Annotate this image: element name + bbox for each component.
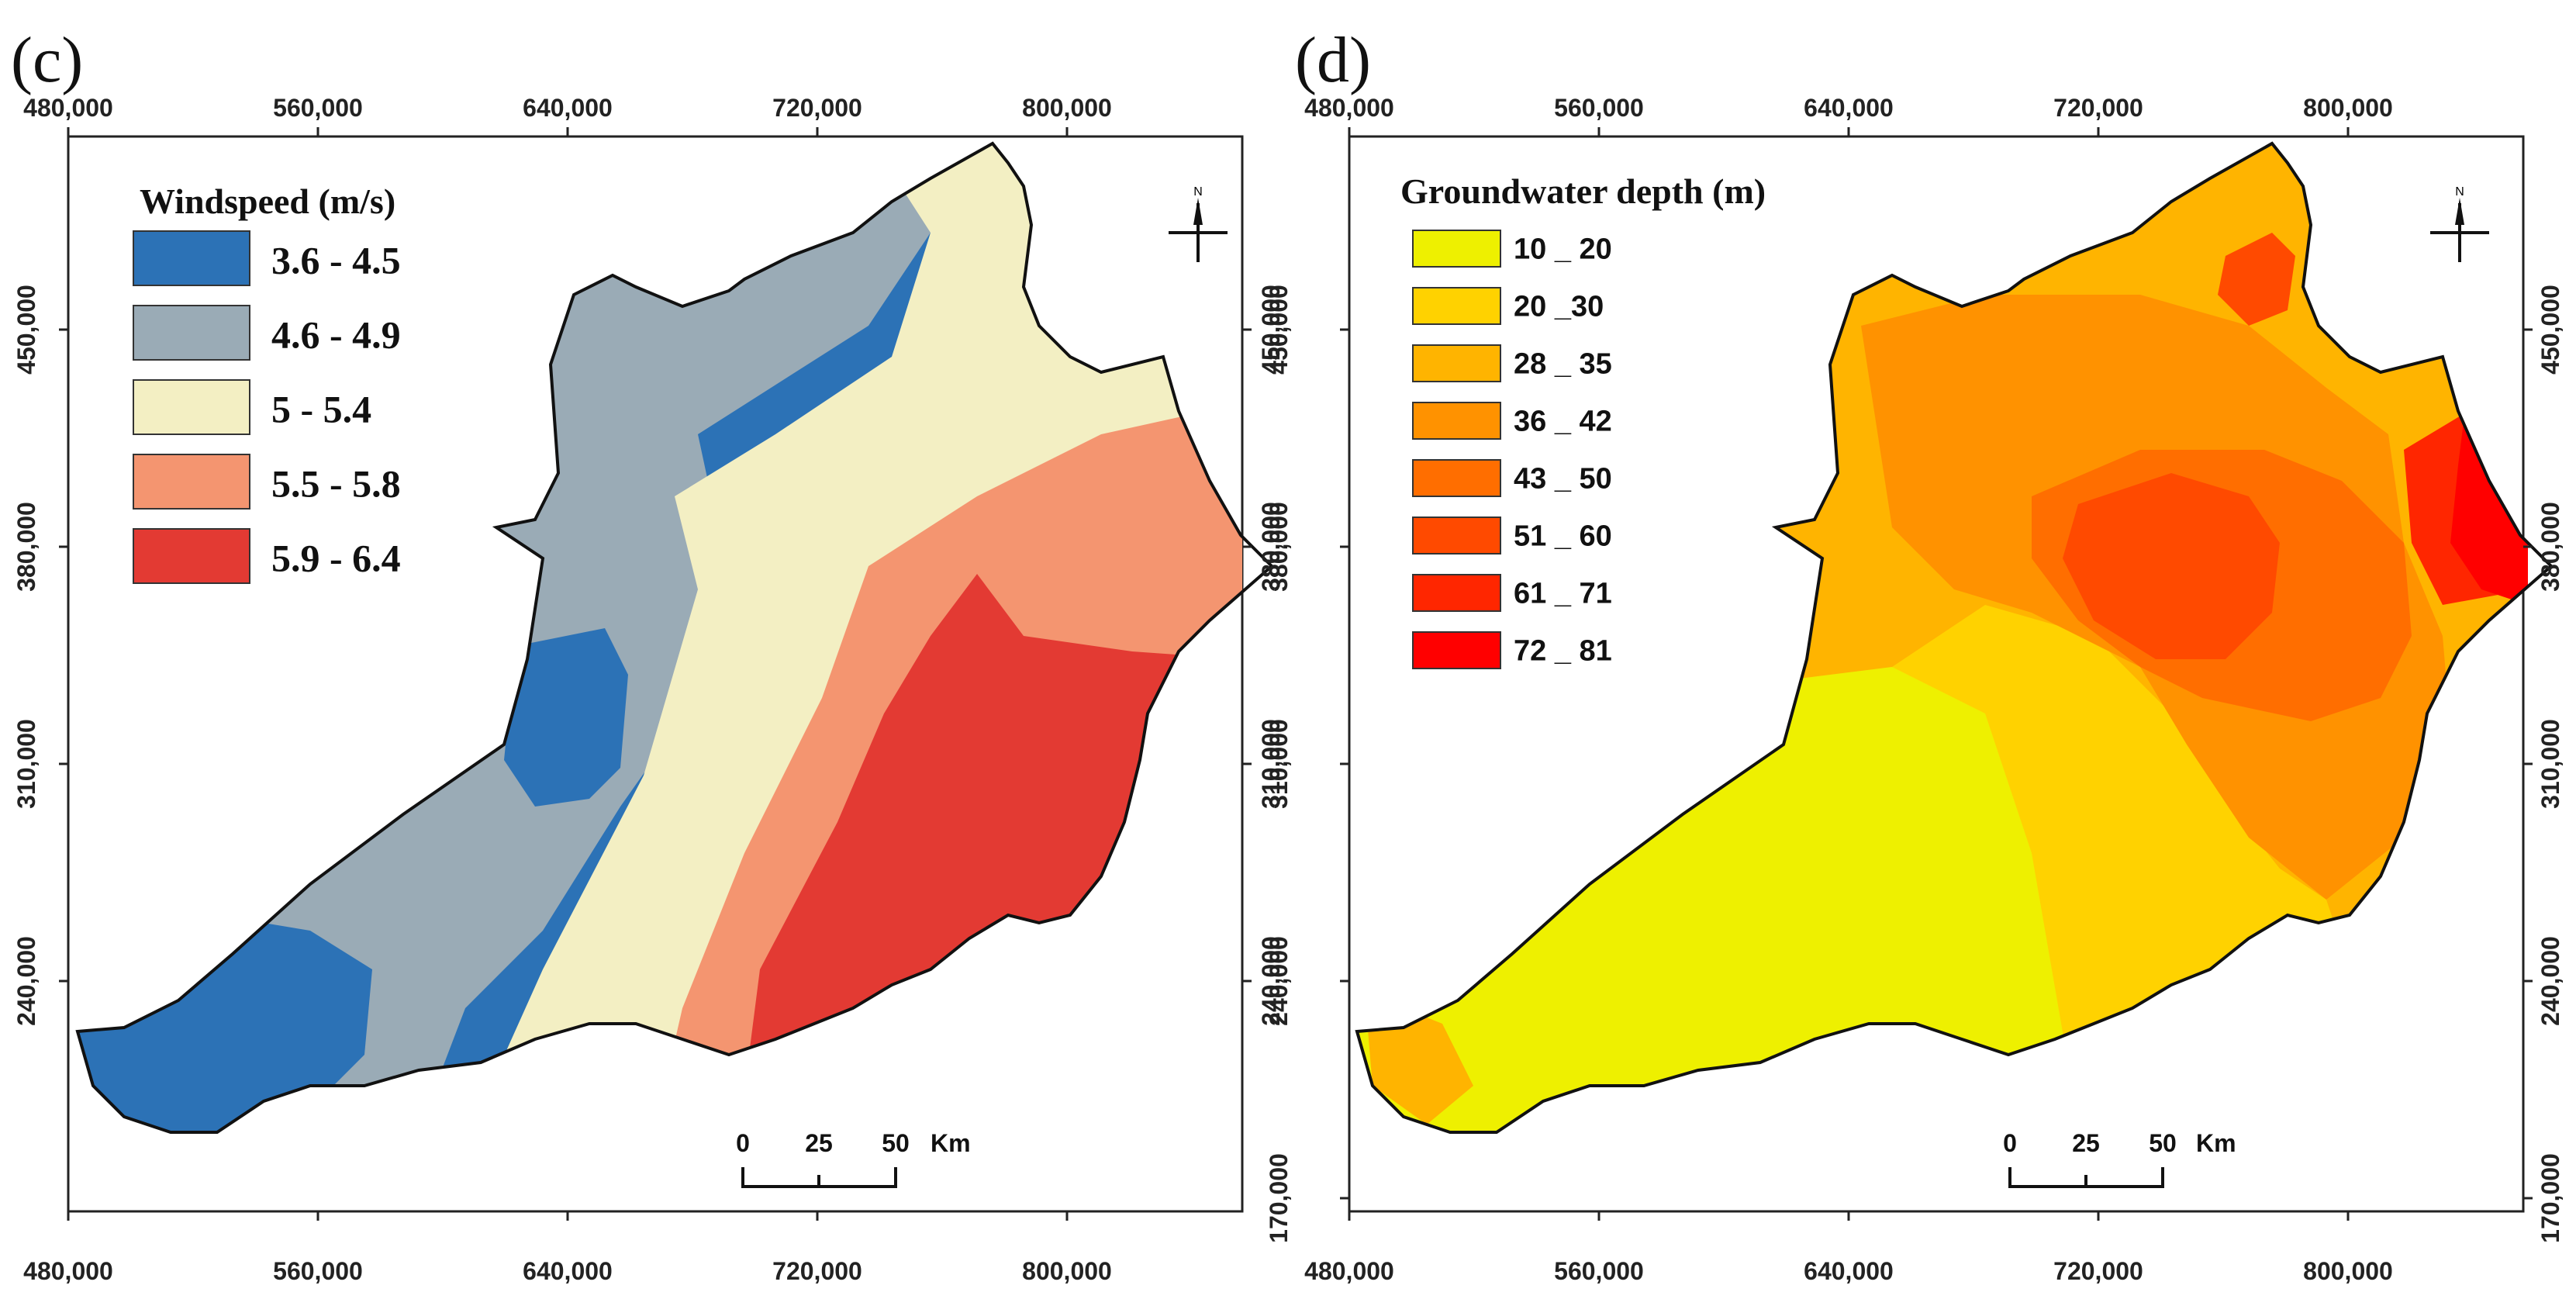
x-tick-label-top: 640,000 — [1804, 94, 1894, 122]
panel-c-legend: Windspeed (m/s) 3.6 - 4.5 4.6 - 4.9 5 - 5.… — [133, 181, 401, 584]
legend-swatch-1 — [133, 230, 250, 286]
y-tick-label-left: 450,000 — [1265, 285, 1293, 375]
y-tick-label-right: 310,000 — [1257, 719, 1285, 809]
y-tick-label-left: 240,000 — [1265, 936, 1293, 1026]
panel-c-scale-25: 25 — [805, 1129, 833, 1157]
panel-d-scale-0: 0 — [2003, 1129, 2017, 1157]
y-tick-label-left: 170,000 — [1265, 1153, 1293, 1243]
y-tick-label-right: 450,000 — [1257, 285, 1285, 375]
x-tick-label-top: 640,000 — [523, 94, 613, 122]
legend-label-7: 61 _ 71 — [1514, 578, 1612, 610]
panel-c: (c) Windspeed (m/s) 3.6 - 4.5 4.6 - 4.9 5 … — [11, 24, 1285, 1285]
y-tick-label-left: 380,000 — [12, 502, 40, 592]
x-tick-label-bottom: 640,000 — [523, 1257, 613, 1285]
legend-label-4: 36 _ 42 — [1514, 406, 1612, 438]
legend-label-3: 28 _ 35 — [1514, 348, 1612, 381]
y-tick-label-right: 240,000 — [2536, 936, 2564, 1026]
panel-d-legend-title: Groundwater depth (m) — [1400, 171, 1766, 211]
map-zone-c-1b — [504, 628, 628, 807]
legend-label-8: 72 _ 81 — [1514, 635, 1612, 668]
x-tick-label-top: 560,000 — [273, 94, 363, 122]
legend-swatch-1 — [1412, 230, 1501, 268]
panel-c-label: (c) — [11, 24, 83, 96]
panel-d: (d) Groundwater depth (m) 10 _ 20 20 _30 2… — [1265, 24, 2564, 1285]
x-tick-label-bottom: 560,000 — [1554, 1257, 1644, 1285]
legend-label-4: 5.5 - 5.8 — [271, 462, 401, 506]
y-tick-label-right: 310,000 — [2536, 719, 2564, 809]
legend-swatch-2 — [133, 305, 250, 361]
x-tick-label-bottom: 800,000 — [1022, 1257, 1112, 1285]
legend-label-5: 43 _ 50 — [1514, 463, 1612, 496]
panel-d-legend: Groundwater depth (m) 10 _ 20 20 _30 28 _ … — [1400, 171, 1766, 669]
legend-label-1: 10 _ 20 — [1514, 233, 1612, 266]
panel-c-scale-0: 0 — [736, 1129, 750, 1157]
y-tick-label-right: 450,000 — [2536, 285, 2564, 375]
y-tick-label-right: 170,000 — [2536, 1153, 2564, 1243]
panel-c-legend-title: Windspeed (m/s) — [140, 181, 395, 221]
panel-c-scale-unit: Km — [931, 1129, 971, 1157]
x-tick-label-bottom: 560,000 — [273, 1257, 363, 1285]
panel-d-scale-50: 50 — [2149, 1129, 2177, 1157]
x-tick-label-top: 800,000 — [1022, 94, 1112, 122]
y-tick-label-left: 310,000 — [12, 719, 40, 809]
legend-swatch-4 — [133, 454, 250, 510]
x-tick-label-top: 800,000 — [2303, 94, 2393, 122]
legend-swatch-4 — [1412, 402, 1501, 440]
x-tick-label-bottom: 800,000 — [2303, 1257, 2393, 1285]
x-tick-label-bottom: 720,000 — [2053, 1257, 2143, 1285]
x-tick-label-bottom: 640,000 — [1804, 1257, 1894, 1285]
x-tick-label-bottom: 720,000 — [772, 1257, 862, 1285]
legend-swatch-3 — [1412, 344, 1501, 382]
legend-label-1: 3.6 - 4.5 — [271, 239, 401, 282]
panel-d-label: (d) — [1295, 24, 1371, 96]
y-tick-label-left: 450,000 — [12, 285, 40, 375]
panel-d-scale-unit: Km — [2196, 1129, 2236, 1157]
map-zone-d-6 — [2063, 473, 2280, 659]
legend-label-6: 51 _ 60 — [1514, 520, 1612, 553]
svg-text:N: N — [1193, 185, 1203, 199]
panel-c-scale-50: 50 — [882, 1129, 910, 1157]
legend-swatch-3 — [133, 379, 250, 435]
x-tick-label-top: 480,000 — [1304, 94, 1394, 122]
legend-label-2: 4.6 - 4.9 — [271, 313, 401, 357]
y-tick-label-right: 240,000 — [1257, 936, 1285, 1026]
panel-d-scale-25: 25 — [2072, 1129, 2100, 1157]
legend-swatch-6 — [1412, 516, 1501, 554]
panel-d-north-arrow: N — [2430, 185, 2489, 262]
x-tick-label-bottom: 480,000 — [23, 1257, 113, 1285]
x-tick-label-top: 480,000 — [23, 94, 113, 122]
y-tick-label-right: 380,000 — [1257, 502, 1285, 592]
legend-swatch-2 — [1412, 287, 1501, 325]
panel-d-scale-bar: 0 25 50 Km — [2003, 1129, 2236, 1188]
x-tick-label-top: 560,000 — [1554, 94, 1644, 122]
y-tick-label-right: 380,000 — [2536, 502, 2564, 592]
y-tick-label-left: 240,000 — [12, 936, 40, 1026]
y-tick-label-left: 310,000 — [1265, 719, 1293, 809]
svg-text:N: N — [2455, 185, 2464, 199]
legend-swatch-5 — [1412, 459, 1501, 497]
x-tick-label-top: 720,000 — [772, 94, 862, 122]
panel-c-scale-bar: 0 25 50 Km — [736, 1129, 971, 1188]
legend-label-5: 5.9 - 6.4 — [271, 537, 401, 580]
map-zone-d-7 — [2218, 233, 2295, 326]
legend-swatch-7 — [1412, 574, 1501, 612]
legend-label-3: 5 - 5.4 — [271, 388, 371, 431]
y-tick-label-left: 380,000 — [1265, 502, 1293, 592]
x-tick-label-bottom: 480,000 — [1304, 1257, 1394, 1285]
legend-label-2: 20 _30 — [1514, 291, 1604, 323]
x-tick-label-top: 720,000 — [2053, 94, 2143, 122]
legend-swatch-8 — [1412, 631, 1501, 669]
panel-c-north-arrow: N — [1169, 185, 1228, 262]
legend-swatch-5 — [133, 528, 250, 584]
